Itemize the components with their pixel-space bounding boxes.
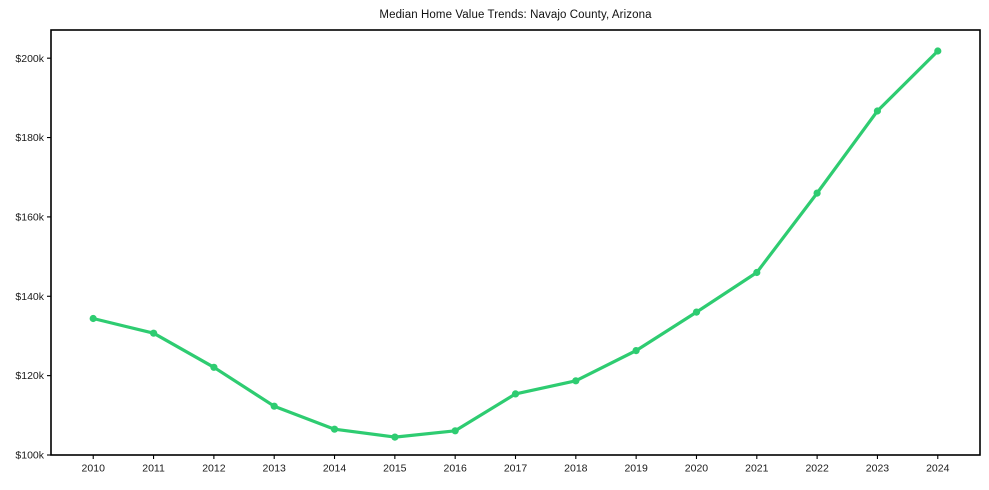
data-point-marker <box>150 329 158 337</box>
data-point-marker <box>451 427 459 435</box>
data-point-marker <box>511 390 520 398</box>
data-point-marker <box>934 47 942 55</box>
y-tick-label: $200k <box>15 53 44 65</box>
data-point-marker <box>632 347 640 355</box>
x-tick-label: 2023 <box>866 463 890 475</box>
data-point-marker <box>270 402 278 410</box>
data-point-marker <box>753 268 761 277</box>
x-tick-label: 2019 <box>624 463 648 475</box>
x-tick-label: 2010 <box>82 463 106 475</box>
x-tick-label: 2018 <box>564 463 588 475</box>
x-tick-label: 2011 <box>142 463 165 475</box>
y-tick-label: $180k <box>15 132 44 144</box>
data-point-marker <box>89 314 97 323</box>
data-point-marker <box>330 425 339 433</box>
data-point-marker <box>210 363 218 371</box>
x-tick-label: 2016 <box>443 463 467 475</box>
y-tick-label: $140k <box>15 291 44 303</box>
data-point-marker <box>692 308 701 316</box>
data-point-marker <box>813 189 821 197</box>
x-tick-label: 2013 <box>263 463 287 475</box>
x-tick-label: 2012 <box>202 463 226 475</box>
data-point-marker <box>572 377 580 385</box>
data-point-marker <box>873 107 882 115</box>
y-tick-label: $160k <box>15 212 44 224</box>
y-tick-label: $120k <box>15 370 44 382</box>
x-tick-label: 2015 <box>383 463 407 475</box>
x-tick-label: 2014 <box>323 463 347 475</box>
x-tick-label: 2024 <box>926 463 950 475</box>
x-tick-label: 2020 <box>685 463 709 475</box>
x-tick-label: 2021 <box>745 463 769 475</box>
x-tick-label: 2017 <box>504 463 528 475</box>
axes-box <box>50 29 981 456</box>
y-tick-label: $100k <box>15 450 44 462</box>
x-tick-label: 2022 <box>805 463 829 475</box>
data-point-marker <box>391 433 399 441</box>
chart-title: Median Home Value Trends: Navajo County,… <box>379 9 652 21</box>
